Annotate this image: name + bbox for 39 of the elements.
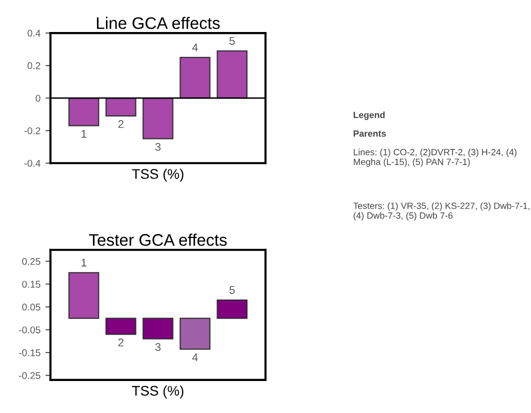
- x-tick-label: 4: [192, 353, 198, 362]
- y-tick-label: 0.05: [22, 304, 40, 311]
- bar: [106, 318, 136, 335]
- y-tick-label: -0.05: [18, 326, 40, 334]
- chart-title: Line GCA effects: [96, 16, 220, 30]
- x-tick-label: 1: [82, 130, 86, 138]
- bar: [106, 98, 136, 117]
- bar: [68, 98, 100, 126]
- y-tick-label: -0.4: [24, 160, 40, 167]
- x-axis-title: TSS (%): [132, 168, 184, 182]
- y-tick-label: 0.15: [22, 280, 40, 288]
- bar: [180, 318, 210, 350]
- bar: [68, 272, 100, 319]
- x-axis-title: TSS (%): [132, 386, 184, 398]
- chart-title: Tester GCA effects: [89, 234, 227, 246]
- text: Legend: [354, 112, 385, 120]
- x-tick-label: 5: [229, 37, 235, 45]
- y-tick-label: 0.2: [28, 62, 40, 70]
- x-tick-label: 2: [118, 120, 124, 128]
- y-tick-label: -0.2: [24, 127, 40, 134]
- x-tick-label: 3: [155, 343, 161, 351]
- x-tick-label: 2: [118, 338, 124, 346]
- bar: [216, 50, 248, 99]
- text: Parents: [354, 130, 386, 137]
- x-tick-label: 1: [82, 258, 86, 266]
- bar: [142, 318, 174, 340]
- bar: [180, 56, 210, 99]
- bar: [142, 98, 174, 140]
- y-tick-label: -0.15: [18, 349, 40, 356]
- text: Lines: (1) CO-2, (2)DVRT-2, (3) H-24, (4) Megha (L-15), (5) PAN 7-7-1): [354, 148, 516, 167]
- y-tick-label: -0.25: [18, 372, 40, 380]
- text: Testers: (1) VR-35, (2) KS-227, (3) Dwb-7-1, (4) Dwb-7-3, (5) Dwb 7-6: [353, 202, 530, 221]
- y-tick-label: 0: [36, 94, 40, 102]
- x-tick-label: 5: [229, 286, 235, 294]
- bar: [216, 300, 248, 319]
- y-tick-label: 0.25: [22, 258, 40, 265]
- x-tick-label: 4: [192, 44, 198, 52]
- y-tick-label: 0.4: [28, 30, 40, 37]
- x-tick-label: 3: [155, 142, 161, 151]
